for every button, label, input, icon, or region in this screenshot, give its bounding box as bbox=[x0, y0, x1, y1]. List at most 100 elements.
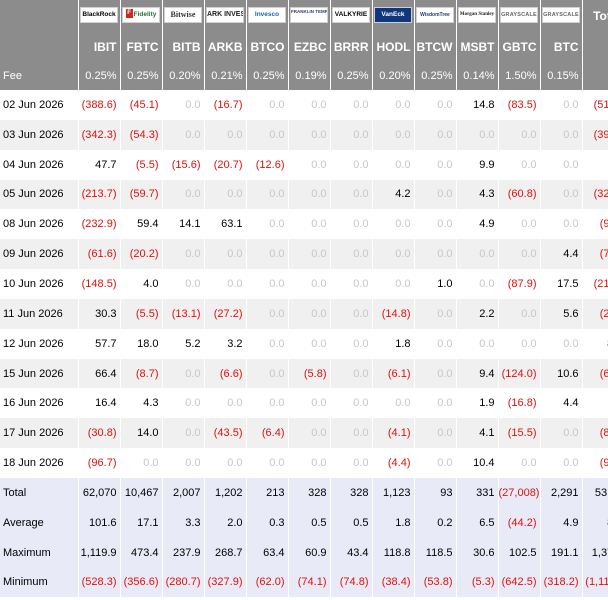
flow-cell: 2,291 bbox=[540, 477, 583, 508]
flow-cell: 268.7 bbox=[204, 537, 247, 568]
flow-cell: 14.1 bbox=[162, 209, 205, 240]
flow-cell: 0.0 bbox=[204, 179, 247, 210]
ticker-btcw: BTCW bbox=[414, 32, 457, 61]
date-row: 18 Jun 2026 (96.7) 0.0 0.0 0.0 0.0 0.0 0.0 (4.4)… bbox=[0, 448, 608, 478]
wisdomtree-logo: WisdomTree bbox=[416, 6, 454, 23]
logo-cell-bitb: Bitwise bbox=[162, 0, 205, 32]
flow-cell: (87.9) bbox=[498, 269, 541, 299]
flow-cell: 0.0 bbox=[246, 209, 289, 240]
ticker-ibit: IBIT bbox=[78, 32, 121, 61]
flow-cell: (27,008) bbox=[498, 477, 541, 508]
flow-cell: (6.1) bbox=[372, 358, 415, 389]
flow-cell: 0.0 bbox=[330, 358, 373, 389]
flow-cell: (54.3) bbox=[120, 119, 163, 150]
flow-cell: 10,467 bbox=[120, 477, 163, 508]
flow-cell: 0.0 bbox=[288, 119, 331, 150]
flow-cell: 0.0 bbox=[330, 328, 373, 359]
flow-cell: (20.2) bbox=[120, 239, 163, 270]
flow-cell: 2.0 bbox=[204, 507, 247, 538]
fee-gbtc: 1.50% bbox=[498, 61, 541, 90]
flow-cell: 0.0 bbox=[288, 418, 331, 449]
flow-cell: 0.0 bbox=[540, 209, 583, 240]
flow-cell: 0.0 bbox=[372, 239, 415, 270]
fee-arkb: 0.21% bbox=[204, 61, 247, 90]
logo-cell-btcw: WisdomTree bbox=[414, 0, 457, 32]
ticker-gbtc: GBTC bbox=[498, 32, 541, 61]
flow-cell: 0.2 bbox=[414, 507, 457, 538]
flow-cell: 0.0 bbox=[330, 269, 373, 299]
fee-label: Fee bbox=[0, 61, 79, 90]
flow-cell: 0.0 bbox=[162, 418, 205, 449]
ticker-corner bbox=[0, 32, 79, 61]
flow-cell: 4.3 bbox=[120, 388, 163, 419]
date-row: 17 Jun 2026 (30.8) 14.0 0.0 (43.5) (6.4) 0.0 0.… bbox=[0, 418, 608, 449]
summary-stats: Total 62,070 10,467 2,007 1,202 213 328 328 1,12… bbox=[0, 477, 608, 598]
flow-cell: 0.0 bbox=[498, 298, 541, 329]
flow-cell: (16.8) bbox=[498, 388, 541, 419]
ticker-row: IBIT FBTC BITB ARKB BTCO EZBC BRRR HODL … bbox=[0, 32, 608, 61]
flow-cell: (27.2) bbox=[204, 298, 247, 329]
flow-cell: 0.0 bbox=[540, 119, 583, 150]
flow-cell: 30.6 bbox=[456, 537, 499, 568]
flow-cell: 3.3 bbox=[162, 507, 205, 538]
flow-cell: 0.5 bbox=[288, 507, 331, 538]
flow-cell: 5.2 bbox=[162, 328, 205, 359]
flow-cell: 0.0 bbox=[540, 90, 583, 120]
flow-cell: 0.0 bbox=[414, 448, 457, 478]
flow-cell: (6.6) bbox=[204, 358, 247, 389]
flow-cell: 328 bbox=[288, 477, 331, 508]
row-total-cell: (82.2) bbox=[582, 418, 608, 449]
flow-cell: (74.8) bbox=[330, 567, 373, 598]
date-row-label: 02 Jun 2026 bbox=[0, 90, 79, 120]
flow-cell: (15.5) bbox=[498, 418, 541, 449]
flow-cell: 4.2 bbox=[372, 179, 415, 210]
flow-cell: 0.0 bbox=[246, 358, 289, 389]
ark-logo: ARK INVEST bbox=[206, 6, 244, 23]
flow-cell: (5.3) bbox=[456, 567, 499, 598]
flow-cell: 0.0 bbox=[162, 119, 205, 150]
stat-row: Maximum 1,119.9 473.4 237.9 268.7 63.4 60.9 43.… bbox=[0, 537, 608, 568]
flow-cell: 0.0 bbox=[204, 119, 247, 150]
flow-cell: 1,119.9 bbox=[78, 537, 121, 568]
flow-cell: 118.8 bbox=[372, 537, 415, 568]
flow-cell: 60.9 bbox=[288, 537, 331, 568]
flow-cell: 0.0 bbox=[498, 119, 541, 150]
row-total-cell: (91.4) bbox=[582, 209, 608, 240]
bitwise-logo: Bitwise bbox=[164, 6, 202, 23]
flow-cell: (528.3) bbox=[78, 567, 121, 598]
fee-msbt: 0.14% bbox=[456, 61, 499, 90]
date-row: 15 Jun 2026 66.4 (8.7) 0.0 (6.6) 0.0 (5.8) 0.0(… bbox=[0, 358, 608, 389]
ticker-btco: BTCO bbox=[246, 32, 289, 61]
flow-cell: 0.0 bbox=[162, 448, 205, 478]
flow-cell: 0.0 bbox=[288, 298, 331, 329]
flow-cell: 0.0 bbox=[330, 298, 373, 329]
row-total-cell: 1,373.8 bbox=[582, 537, 608, 568]
flow-cell: 191.1 bbox=[540, 537, 583, 568]
flow-cell: (45.1) bbox=[120, 90, 163, 120]
flow-cell: (388.6) bbox=[78, 90, 121, 120]
flow-cell: 0.0 bbox=[540, 179, 583, 210]
flow-cell: 0.0 bbox=[498, 209, 541, 240]
date-row-label: 08 Jun 2026 bbox=[0, 209, 79, 240]
flow-cell: 57.7 bbox=[78, 328, 121, 359]
date-row: 11 Jun 2026 30.3 (5.5) (13.1) (27.2) 0.0 0.0 0.… bbox=[0, 298, 608, 329]
fee-ezbc: 0.19% bbox=[288, 61, 331, 90]
date-row: 03 Jun 2026 (342.3) (54.3) 0.0 0.0 0.0 0.0 0.0 0… bbox=[0, 119, 608, 150]
flow-cell: 0.0 bbox=[540, 328, 583, 359]
fee-fbtc: 0.25% bbox=[120, 61, 163, 90]
morgan-stanley-logo: Morgan Stanley bbox=[458, 6, 496, 23]
ticker-bitb: BITB bbox=[162, 32, 205, 61]
ticker-brrr: BRRR bbox=[330, 32, 373, 61]
date-row-label: 15 Jun 2026 bbox=[0, 358, 79, 389]
flow-cell: 30.3 bbox=[78, 298, 121, 329]
flow-cell: 0.0 bbox=[246, 179, 289, 210]
date-row-label: 09 Jun 2026 bbox=[0, 239, 79, 270]
flow-cell: 0.0 bbox=[372, 149, 415, 180]
logo-cell-hodl: VanEck bbox=[372, 0, 415, 32]
flow-cell: 0.0 bbox=[204, 448, 247, 478]
flow-cell: (83.5) bbox=[498, 90, 541, 120]
row-total-cell: (90.7) bbox=[582, 448, 608, 478]
grayscale-logo: GRAYSCALE bbox=[542, 6, 580, 23]
ticker-arkb: ARKB bbox=[204, 32, 247, 61]
flow-cell: 0.0 bbox=[330, 90, 373, 120]
